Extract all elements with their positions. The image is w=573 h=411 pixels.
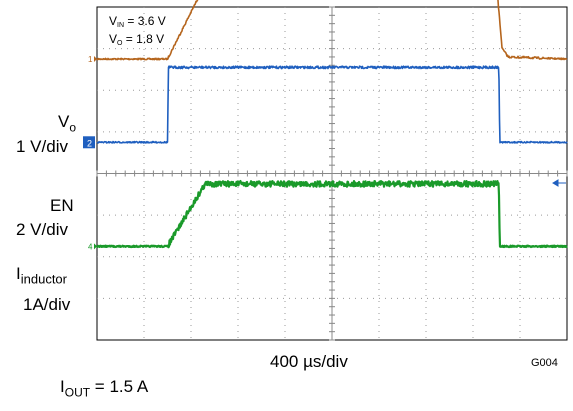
x-scale-label: 400 µs/div bbox=[270, 352, 348, 371]
trace-vo bbox=[96, 0, 568, 61]
en-channel-scale: 2 V/div bbox=[16, 220, 68, 239]
vo-channel-scale: 1 V/div bbox=[16, 137, 68, 156]
trace-en bbox=[96, 65, 568, 144]
trace-il bbox=[96, 180, 568, 249]
marker-label-il: 4 bbox=[88, 242, 93, 251]
vin-annotation: VIN = 3.6 V bbox=[109, 14, 166, 29]
channel-markers: 1 2 4 bbox=[83, 55, 97, 251]
marker-label-en: 2 bbox=[87, 138, 92, 148]
vo-annotation: VO = 1.8 V bbox=[109, 32, 165, 47]
marker-label-vo: 1 bbox=[88, 55, 93, 64]
grid bbox=[96, 6, 568, 341]
vo-channel-name: Vo bbox=[58, 112, 77, 135]
iout-caption: IOUT = 1.5 A bbox=[60, 377, 149, 400]
figure-id: G004 bbox=[531, 357, 558, 369]
traces bbox=[96, 0, 568, 249]
marker-il bbox=[94, 243, 97, 250]
trigger-arrow bbox=[552, 179, 566, 187]
il-channel-name: Iinductor bbox=[16, 264, 67, 287]
en-channel-name: EN bbox=[50, 196, 74, 215]
marker-vo bbox=[94, 56, 97, 63]
marker-en bbox=[83, 136, 95, 149]
il-channel-scale: 1A/div bbox=[23, 295, 71, 314]
